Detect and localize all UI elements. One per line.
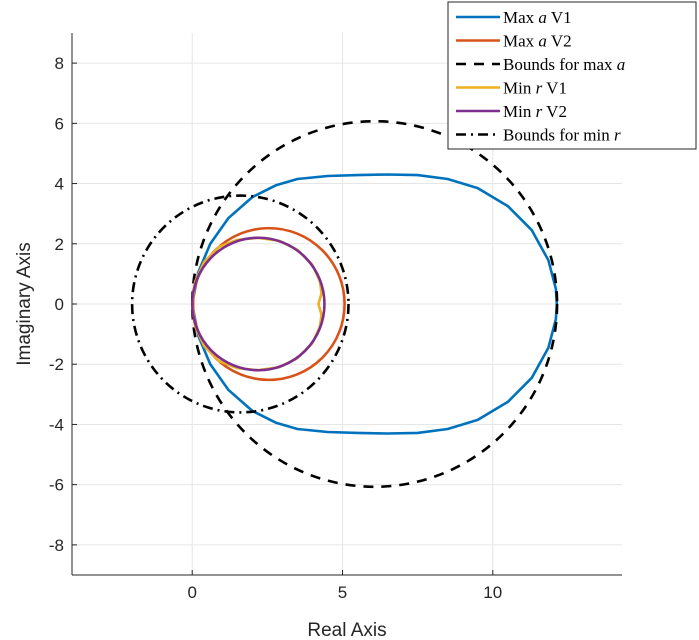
legend-entry-text: r [536, 102, 543, 121]
x-tick-label: 5 [338, 583, 347, 602]
legend-box [447, 1, 697, 150]
legend-entry-text: Max [503, 8, 538, 27]
legend-entry-text: a [538, 32, 547, 51]
legend-entry-text: Min [503, 79, 536, 98]
legend-entry-text: V1 [542, 79, 567, 98]
legend-entry-text: Max [503, 32, 538, 51]
legend-entry-text: a [538, 8, 547, 27]
plot-area [130, 119, 559, 489]
legend-entry: Min r V2 [503, 102, 567, 121]
legend-entry-text: Bounds for min [503, 126, 614, 145]
legend-entry: Bounds for max a [503, 55, 625, 74]
legend-entry: Min r V1 [503, 79, 567, 98]
axes [71, 33, 622, 576]
y-tick-label: -2 [49, 355, 64, 374]
series-line-6 [130, 194, 350, 414]
legend-entry-text: Bounds for max [503, 55, 617, 74]
legend-entry-text: Min [503, 102, 536, 121]
y-tick-label: -4 [49, 415, 64, 434]
legend-entry-text: V2 [542, 102, 567, 121]
series-line-3 [190, 119, 559, 489]
y-tick-label: -6 [49, 476, 64, 495]
tick-labels: 0 5 10 -8 -6 -4 -2 0 2 4 6 8 [49, 54, 502, 602]
y-axis-label: Imaginary Axis [14, 242, 35, 366]
y-tick-label: 0 [55, 295, 64, 314]
legend-entry: Bounds for min r [503, 126, 621, 145]
y-tick-label: -8 [49, 536, 64, 555]
x-axis-label: Real Axis [307, 620, 386, 640]
legend-entry-text: V1 [547, 8, 572, 27]
x-tick-label: 10 [483, 583, 502, 602]
legend-entry-text: r [536, 79, 543, 98]
legend-entry: Max a V1 [503, 8, 572, 27]
legend-entry: Max a V2 [503, 32, 572, 51]
y-tick-label: 2 [55, 235, 64, 254]
legend-entry-text: a [617, 55, 626, 74]
y-tick-label: 4 [55, 175, 64, 194]
legend-entry-text: V2 [547, 32, 572, 51]
x-tick-label: 0 [187, 583, 196, 602]
series-line-5 [190, 236, 326, 372]
y-tick-label: 6 [55, 114, 64, 133]
legend-entry-text: r [614, 126, 621, 145]
y-tick-label: 8 [55, 54, 64, 73]
